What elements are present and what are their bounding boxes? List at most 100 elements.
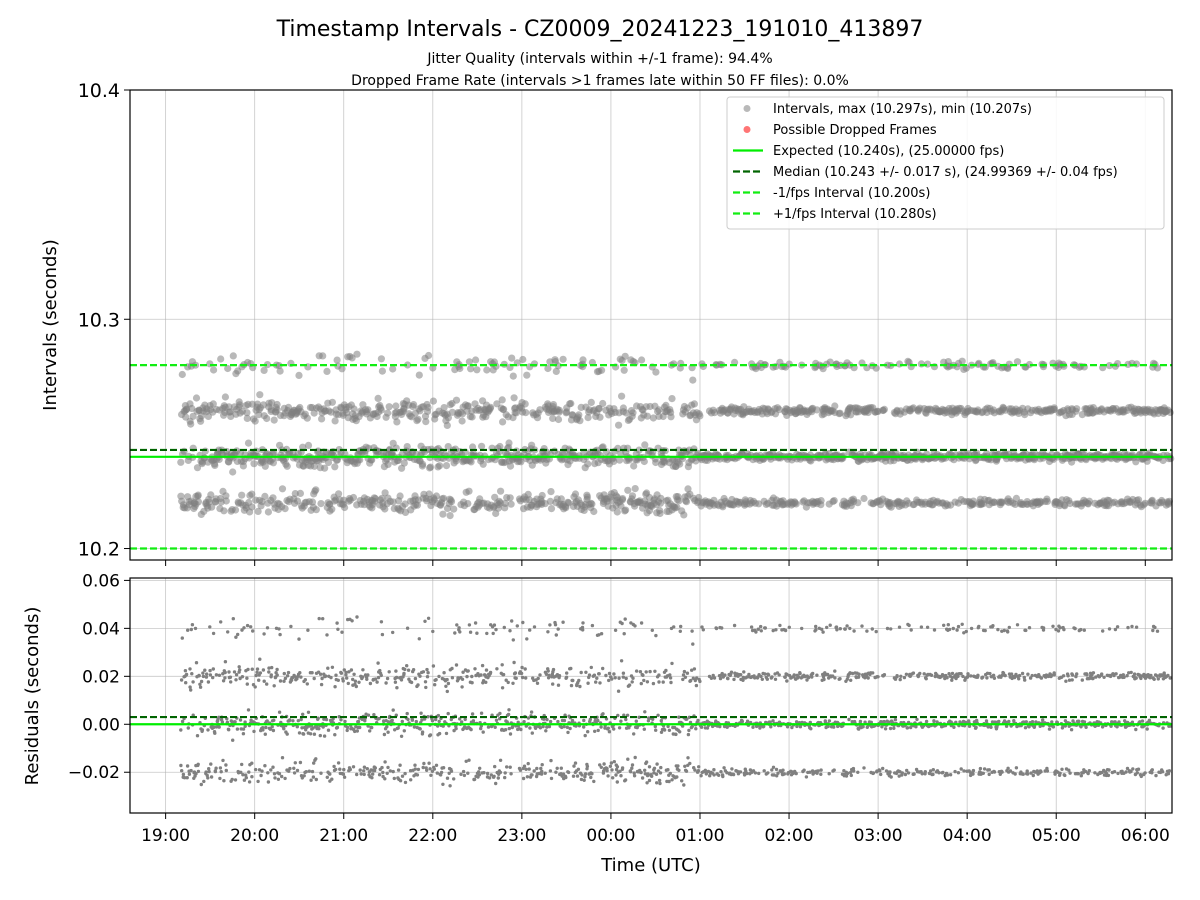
residual-point [554, 770, 558, 774]
residual-point [742, 670, 746, 674]
interval-point [505, 439, 513, 447]
residual-point [362, 765, 367, 769]
interval-point [469, 443, 477, 451]
interval-point [317, 500, 325, 508]
residual-point [478, 766, 482, 770]
residual-point [925, 625, 930, 629]
residual-point [730, 767, 734, 771]
residual-point [494, 627, 498, 632]
interval-point [275, 362, 283, 370]
residual-point [250, 667, 254, 671]
interval-point [613, 508, 621, 516]
residual-point [416, 683, 420, 687]
residual-point [589, 665, 593, 670]
interval-point [381, 489, 389, 497]
residual-point [1050, 720, 1054, 724]
residual-point [217, 725, 221, 729]
residual-point [903, 772, 908, 777]
interval-point [270, 449, 278, 457]
residual-point [1107, 627, 1112, 631]
residual-point [426, 671, 430, 675]
interval-point [549, 414, 557, 422]
residual-point [588, 717, 592, 722]
residual-point [1039, 676, 1044, 680]
residual-point [507, 708, 511, 712]
residual-point [241, 727, 246, 731]
residual-point [420, 730, 425, 734]
interval-point [261, 462, 269, 470]
residual-point [548, 769, 553, 773]
residual-point [692, 667, 697, 671]
residual-point [643, 710, 647, 714]
residual-point [590, 772, 594, 776]
residual-point [188, 667, 192, 671]
residual-point [400, 719, 404, 724]
interval-point [384, 460, 392, 468]
residual-point [481, 730, 485, 734]
residual-point [467, 758, 471, 762]
residual-point [223, 676, 227, 680]
residual-point [639, 621, 644, 625]
residual-point [496, 776, 500, 780]
residual-point [539, 772, 544, 776]
residual-point [699, 774, 703, 778]
interval-point [410, 401, 418, 409]
residual-point [199, 679, 204, 684]
interval-point [256, 391, 264, 399]
residual-point [781, 768, 785, 772]
residual-point [411, 668, 416, 672]
residual-point [740, 719, 744, 724]
residual-point [342, 767, 346, 772]
residual-point [721, 774, 725, 779]
residual-point [782, 772, 786, 776]
residual-point [623, 617, 627, 621]
residual-point [1126, 625, 1130, 630]
residual-point [593, 729, 597, 733]
interval-point [260, 366, 268, 374]
legend-dropped-label: Possible Dropped Frames [773, 123, 937, 138]
chart-title: Timestamp Intervals - CZ0009_20241223_19… [276, 17, 924, 42]
residual-point [240, 762, 244, 767]
residual-point [260, 769, 264, 773]
interval-point [620, 366, 628, 374]
interval-point [296, 489, 304, 497]
residual-point [441, 782, 445, 786]
residual-point [191, 680, 195, 684]
residual-point [206, 680, 211, 684]
residual-point [682, 669, 687, 674]
residual-point [495, 667, 499, 671]
interval-point [389, 365, 397, 373]
residual-point [956, 624, 961, 629]
residual-point [1113, 627, 1118, 632]
residual-point [209, 775, 214, 779]
residual-point [282, 671, 286, 676]
residual-point [267, 666, 271, 670]
residual-point [874, 629, 878, 634]
interval-point [264, 508, 272, 516]
residual-point [346, 681, 350, 686]
residual-point [651, 717, 655, 721]
residual-point [1051, 725, 1056, 729]
interval-point [440, 404, 448, 412]
residual-point [361, 668, 365, 672]
residual-point [218, 766, 223, 770]
residual-point [239, 770, 243, 774]
interval-point [273, 406, 281, 414]
residual-point [1015, 623, 1020, 627]
residual-point [421, 765, 425, 770]
residual-point [599, 725, 603, 729]
residual-point [827, 719, 832, 723]
interval-point [350, 405, 358, 413]
residual-point [508, 732, 513, 736]
residual-point [368, 681, 373, 686]
residual-point [580, 773, 584, 777]
intervals-y-tick-label: 10.2 [78, 539, 120, 561]
residual-point [461, 670, 465, 674]
residual-point [314, 777, 318, 782]
residual-point [413, 767, 417, 771]
residual-point [832, 725, 836, 729]
residual-point [330, 777, 334, 781]
residual-point [632, 771, 636, 775]
residual-point [325, 775, 329, 779]
residual-point [1116, 771, 1120, 776]
